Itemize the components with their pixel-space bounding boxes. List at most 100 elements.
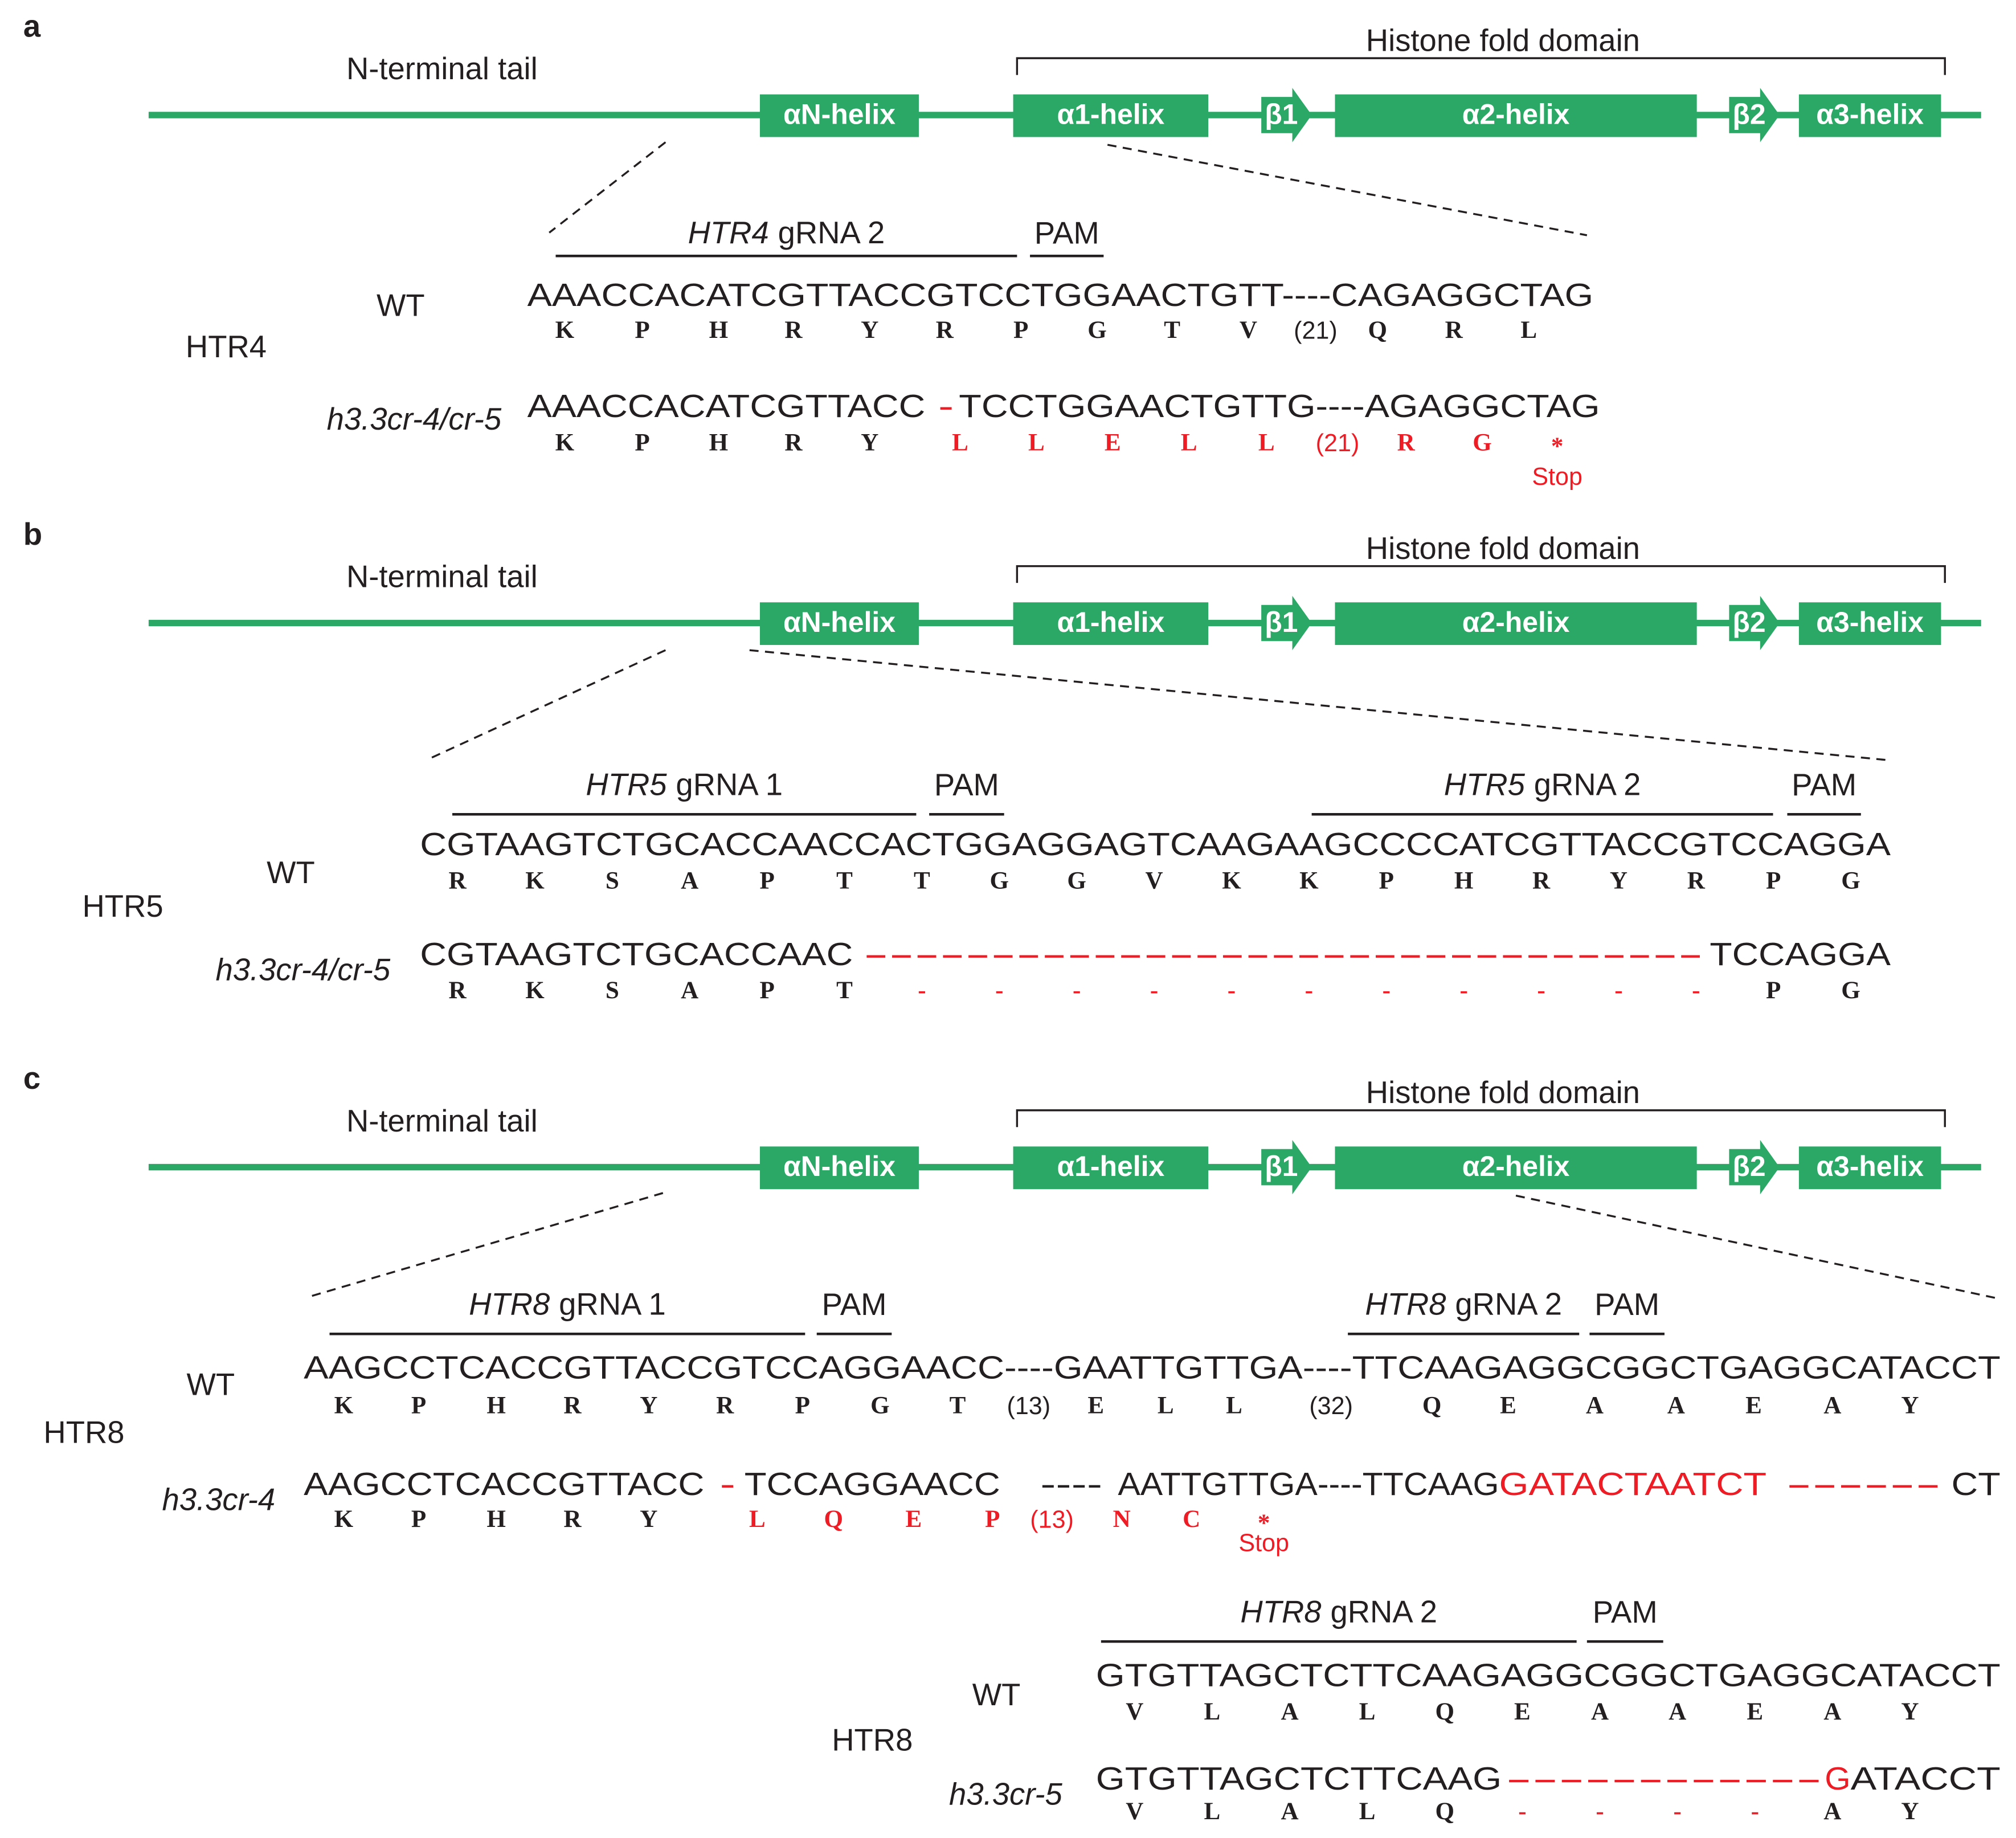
amino-acid: Q — [1422, 1392, 1442, 1419]
zoom-line — [549, 141, 666, 234]
amino-acid: V — [1240, 317, 1257, 344]
dna-sequence: AAGCCTCACCGTTACC — [304, 1467, 704, 1502]
amino-acid: * — [1258, 1510, 1270, 1537]
dna-sequence: GATACTAATCT — [1499, 1467, 1767, 1502]
amino-acid: P — [1013, 317, 1028, 344]
amino-acid: R — [716, 1392, 734, 1419]
mutant-label: h3.3cr-4/cr-5 — [215, 952, 390, 987]
dna-sequence: GTGTTAGCTCTTCAAG — [1096, 1761, 1502, 1797]
dna-sequence: TCCAGGA — [1710, 937, 1891, 973]
amino-acid: Y — [1901, 1392, 1919, 1419]
amino-acid: L — [1204, 1798, 1221, 1825]
zoom-line — [1515, 1194, 2001, 1300]
beta-strand — [1729, 595, 1780, 651]
pam-label: PAM — [934, 767, 999, 802]
amino-acid: R — [1397, 429, 1416, 456]
dna-sequence: AAGCCTCACCGTTACCGTCCAGGAACC----GAATTGTTG… — [304, 1350, 2001, 1386]
amino-acid: - — [1596, 1798, 1604, 1825]
amino-acid: L — [1520, 317, 1537, 344]
grna-label: HTR8 gRNA 2 — [1365, 1287, 1562, 1322]
element-label: α1-helix — [1057, 1150, 1164, 1182]
amino-acid: - — [1537, 977, 1545, 1004]
amino-acid: V — [1126, 1698, 1143, 1725]
grna-label: HTR5 gRNA 2 — [1444, 767, 1641, 802]
amino-acid: R — [563, 1506, 582, 1533]
panel-label: a — [23, 9, 41, 43]
n-terminal-label: N-terminal tail — [346, 559, 538, 594]
amino-acid: - — [1614, 977, 1622, 1004]
grna-label: HTR8 gRNA 1 — [469, 1287, 666, 1322]
element-label: β1 — [1265, 98, 1298, 130]
histone-fold-label: Histone fold domain — [1366, 23, 1640, 58]
helix-box — [1798, 602, 1941, 646]
amino-acid: E — [1747, 1698, 1763, 1725]
amino-acid: Q — [1436, 1698, 1455, 1725]
dna-sequence: AATTGTTGA----TTCAAG — [1118, 1467, 1499, 1502]
element-label: β2 — [1732, 606, 1765, 638]
amino-acid: R — [784, 317, 803, 344]
gene-label: HTR4 — [186, 329, 267, 364]
element-label: α2-helix — [1462, 1150, 1570, 1182]
amino-acid: A — [1281, 1798, 1298, 1825]
amino-acid: A — [1591, 1698, 1609, 1725]
zoom-line — [426, 649, 666, 761]
amino-acid: P — [411, 1506, 426, 1533]
amino-acid: A — [681, 867, 698, 894]
element-label: αN-helix — [783, 98, 895, 130]
amino-acid: P — [1766, 867, 1781, 894]
helix-box — [1798, 1146, 1941, 1190]
element-label: α3-helix — [1816, 98, 1924, 130]
panel-label: c — [23, 1061, 40, 1096]
amino-acid: H — [486, 1506, 506, 1533]
histone-fold-label: Histone fold domain — [1366, 531, 1640, 566]
amino-acid: - — [1459, 977, 1467, 1004]
mutant-label: h3.3cr-4/cr-5 — [327, 402, 502, 436]
element-label: αN-helix — [783, 1150, 895, 1182]
amino-acid: H — [486, 1392, 506, 1419]
helix-box — [1335, 602, 1697, 646]
amino-acid: L — [1359, 1798, 1376, 1825]
amino-acid: P — [759, 867, 774, 894]
amino-acid: Q — [824, 1506, 843, 1533]
amino-acid: G — [1087, 317, 1107, 344]
amino-acid: E — [1514, 1698, 1531, 1725]
amino-acid: Q — [1436, 1798, 1455, 1825]
grna-label: HTR8 gRNA 2 — [1240, 1595, 1437, 1629]
amino-acid: (21) — [1316, 430, 1360, 457]
amino-acid: - — [1673, 1798, 1681, 1825]
beta-strand — [1261, 595, 1312, 651]
amino-acid: (13) — [1030, 1506, 1074, 1534]
n-terminal-label: N-terminal tail — [346, 1104, 538, 1138]
amino-acid: E — [1087, 1392, 1104, 1419]
dna-sequence: CGTAAGTCTGCACCAACCACTGGAGGAGTCAAGAAGCCCC… — [420, 827, 1891, 863]
helix-box — [759, 602, 919, 646]
amino-acid: T — [836, 867, 853, 894]
amino-acid: G — [870, 1392, 890, 1419]
amino-acid: K — [555, 429, 575, 456]
grna-name: gRNA 1 — [559, 1287, 666, 1322]
amino-acid: A — [681, 977, 698, 1004]
pam-label: PAM — [822, 1287, 887, 1322]
amino-acid: - — [1692, 977, 1700, 1004]
amino-acid: - — [1751, 1798, 1759, 1825]
amino-acid: R — [449, 867, 467, 894]
dna-sequence: G — [1825, 1761, 1850, 1797]
amino-acid: L — [1158, 1392, 1174, 1419]
pam-label: PAM — [1792, 767, 1856, 802]
amino-acid: E — [1500, 1392, 1516, 1419]
grna-gene: HTR5 — [1444, 767, 1526, 802]
domain-bracket — [1016, 565, 1946, 583]
amino-acid: G — [1473, 429, 1492, 456]
wt-label: WT — [972, 1677, 1021, 1712]
amino-acid: G — [1841, 867, 1860, 894]
amino-acid: L — [1028, 429, 1045, 456]
amino-acid: P — [795, 1392, 810, 1419]
amino-acid: L — [952, 429, 968, 456]
amino-acid: K — [555, 317, 575, 344]
helix-box — [1798, 94, 1941, 137]
zoom-line — [309, 1192, 664, 1298]
wt-label: WT — [267, 855, 315, 890]
amino-acid: P — [1379, 867, 1394, 894]
amino-acid: (21) — [1294, 317, 1338, 344]
